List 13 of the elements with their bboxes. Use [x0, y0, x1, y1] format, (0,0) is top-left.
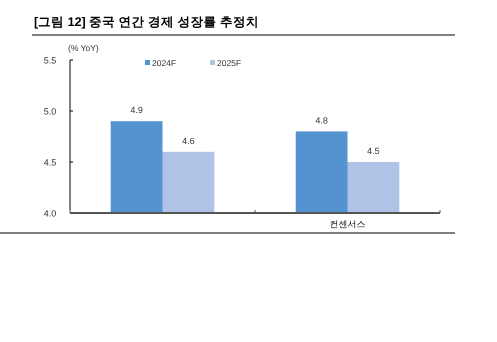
y-tick-label: 5.5: [44, 56, 56, 66]
y-tick-label: 4.5: [44, 158, 56, 168]
y-tick-label: 5.0: [44, 106, 56, 116]
data-label: 4.6: [182, 136, 195, 146]
data-label: 4.5: [367, 146, 380, 156]
y-tick-label: 4.0: [44, 208, 56, 218]
data-label: 4.9: [130, 105, 143, 116]
y-axis-title: (% YoY): [68, 43, 99, 53]
data-label: 4.8: [315, 115, 328, 126]
chart-title: [그림 12] 중국 연간 경제 성장률 추정치: [34, 15, 260, 29]
legend-label: 2025F: [217, 58, 242, 68]
legend-label: 2024F: [152, 58, 176, 68]
x-tick-label: 컨센서스: [330, 219, 366, 229]
